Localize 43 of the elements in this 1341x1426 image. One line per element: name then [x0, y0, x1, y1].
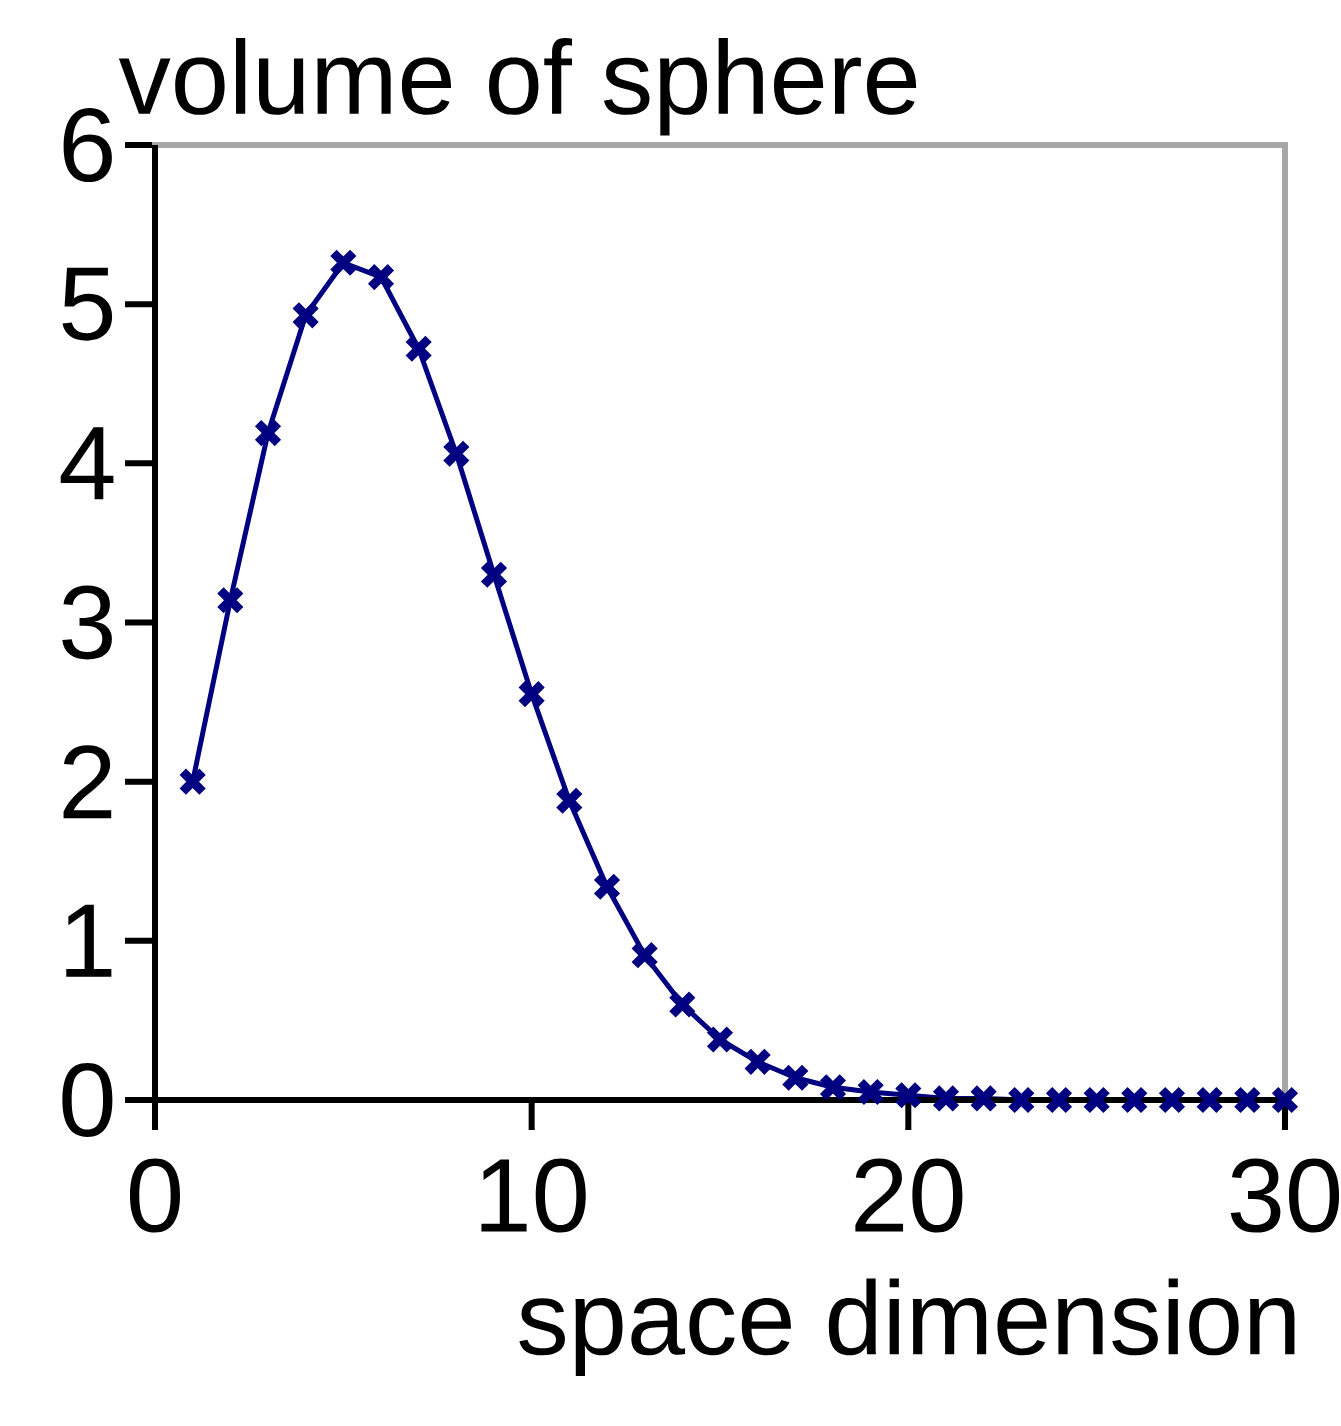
point	[517, 679, 547, 709]
point	[705, 1025, 735, 1054]
point	[856, 1077, 886, 1107]
x-tick-label: 20	[855, 1158, 963, 1233]
point	[780, 1063, 810, 1093]
y-tick-label: 6	[63, 107, 112, 183]
point	[404, 334, 434, 364]
point	[1006, 1085, 1036, 1115]
y-tick-label: 3	[62, 585, 112, 660]
point	[1157, 1085, 1187, 1115]
point	[1119, 1085, 1149, 1115]
point	[215, 585, 245, 615]
point	[366, 262, 396, 292]
x-tick-label: 10	[481, 1158, 586, 1233]
x-axis-title: space dimension	[519, 1278, 1295, 1377]
y-tick-label: 1	[66, 904, 112, 977]
point	[1195, 1085, 1225, 1115]
chart-title: volume of sphere	[118, 37, 917, 136]
y-tick-label: 5	[62, 267, 113, 341]
point	[1270, 1085, 1300, 1115]
point	[630, 940, 660, 970]
point	[1082, 1085, 1112, 1115]
y-tick-label: 0	[62, 1062, 113, 1138]
point	[592, 872, 622, 902]
x-tick-label: 30	[1230, 1158, 1340, 1233]
point	[441, 439, 471, 469]
y-tick-label: 2	[63, 745, 112, 819]
point	[178, 767, 208, 797]
point	[554, 786, 584, 816]
point	[1232, 1085, 1262, 1115]
point	[253, 418, 283, 448]
point	[931, 1084, 961, 1113]
x-tick-label: 0	[130, 1158, 180, 1233]
point	[818, 1072, 848, 1102]
point	[328, 248, 358, 278]
point	[667, 990, 697, 1019]
point	[893, 1080, 923, 1110]
point	[1044, 1085, 1074, 1115]
point	[743, 1047, 773, 1077]
y-tick-label: 4	[60, 427, 114, 500]
point	[291, 300, 321, 330]
point	[969, 1084, 999, 1113]
point	[479, 560, 509, 590]
